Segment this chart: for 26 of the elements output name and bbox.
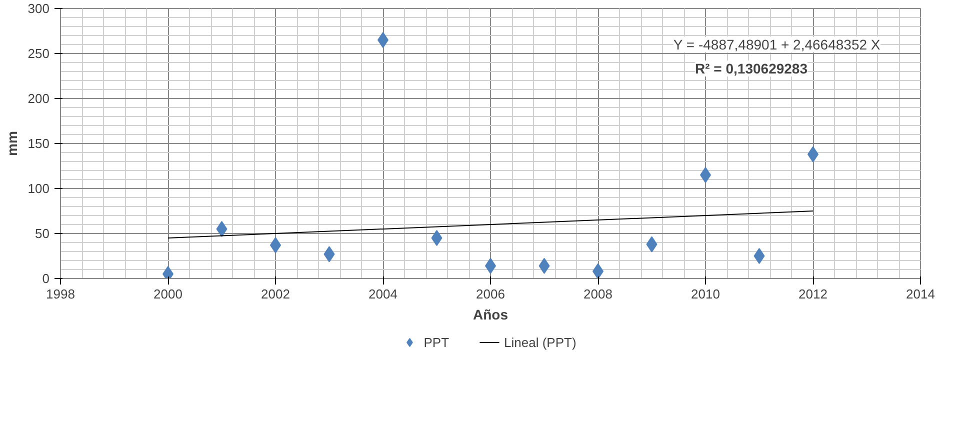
x-tick-label: 1998	[46, 286, 75, 302]
x-tick-label: 2010	[691, 286, 720, 302]
legend-label: Lineal (PPT)	[504, 334, 576, 350]
x-axis-title: Años	[473, 306, 508, 322]
x-tick-label: 2002	[261, 286, 290, 302]
point	[754, 248, 765, 264]
y-tick-label: 250	[28, 46, 50, 61]
point	[431, 230, 442, 246]
point	[592, 263, 604, 278]
point	[216, 221, 228, 237]
y-tick-label: 0	[42, 271, 50, 286]
y-tick-label: 100	[28, 181, 50, 196]
y-tick-label: 300	[28, 1, 50, 16]
annotation: Y = -4887,48901 + 2,46648352 X	[673, 36, 881, 52]
x-tick-label: 2012	[798, 286, 828, 302]
x-tick-label: 2000	[154, 286, 182, 302]
x-tick-label: 2008	[584, 286, 612, 302]
x-tick-label: 2004	[368, 286, 398, 302]
y-tick-label: 50	[35, 226, 50, 241]
annotation: R² = 0,130629283	[695, 60, 808, 76]
y-tick-label: 200	[28, 91, 50, 106]
legend-label: PPT	[424, 334, 450, 350]
x-tick-label: 2014	[906, 286, 935, 302]
y-tick-label: 150	[28, 136, 50, 151]
x-tick-label: 2006	[476, 286, 505, 302]
y-axis-title: mm	[4, 131, 20, 156]
